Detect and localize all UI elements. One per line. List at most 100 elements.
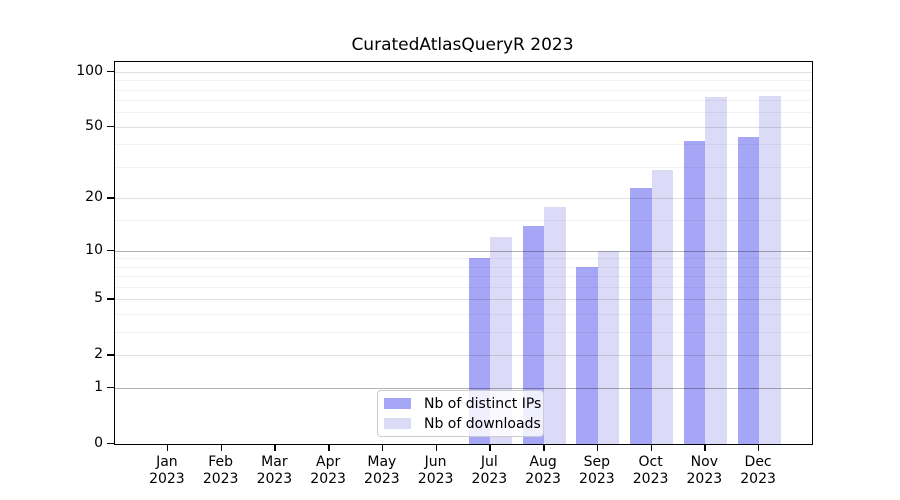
y-tick-mark xyxy=(107,387,114,389)
bar-downloads xyxy=(597,250,620,444)
legend-item-downloads: Nb of downloads xyxy=(384,415,541,432)
x-tick-mark xyxy=(650,444,652,451)
x-tick-year: 2023 xyxy=(256,470,293,487)
y-tick-label: 10 xyxy=(85,241,103,258)
bar-downloads xyxy=(705,96,727,444)
x-tick-mark xyxy=(328,444,330,451)
x-tick-year: 2023 xyxy=(417,470,454,487)
y-tick-mark xyxy=(107,249,114,251)
legend: Nb of distinct IPs Nb of downloads xyxy=(377,390,544,437)
y-tick-label: 5 xyxy=(94,290,103,307)
x-tick-month: Jun xyxy=(424,454,447,470)
gridline xyxy=(115,100,812,102)
x-tick-mark xyxy=(435,444,438,451)
bar-distinct-ips xyxy=(630,187,652,444)
legend-label-downloads: Nb of downloads xyxy=(424,415,541,432)
gridline xyxy=(115,220,812,222)
bar-distinct-ips xyxy=(683,140,706,444)
gridline xyxy=(115,355,812,357)
x-tick-mark xyxy=(543,444,545,451)
x-tick-month: Jul xyxy=(480,454,498,470)
x-tick-month: Feb xyxy=(208,454,234,470)
x-tick-mark xyxy=(166,444,169,451)
y-tick-mark xyxy=(107,354,114,356)
plot-area xyxy=(114,61,813,445)
y-tick-label: 0 xyxy=(94,435,103,451)
y-tick-mark xyxy=(107,125,114,128)
plot-canvas xyxy=(115,62,812,444)
gridline xyxy=(115,198,812,200)
x-tick-label: Jan 2023 xyxy=(149,454,185,487)
x-tick-label: May 2023 xyxy=(364,454,400,487)
gridline xyxy=(115,258,812,260)
chart-title: CuratedAtlasQueryR 2023 xyxy=(351,35,574,55)
x-tick-month: Nov xyxy=(690,454,719,470)
bar-distinct-ips xyxy=(737,136,760,444)
y-tick-label: 50 xyxy=(85,117,103,134)
y-tick-label: 20 xyxy=(85,189,103,206)
legend-swatch-distinct-ips xyxy=(384,398,411,409)
gridline xyxy=(115,388,812,390)
gridline xyxy=(115,287,812,289)
y-tick-label: 2 xyxy=(94,346,103,363)
gridline xyxy=(115,112,812,114)
x-tick-label: Aug 2023 xyxy=(525,454,561,487)
x-tick-year: 2023 xyxy=(740,470,776,487)
x-tick-label: Dec 2023 xyxy=(740,454,776,487)
x-tick-year: 2023 xyxy=(525,470,561,487)
bar-distinct-ips xyxy=(522,225,545,444)
y-tick-label: 1 xyxy=(94,379,103,396)
x-tick-mark xyxy=(758,444,760,451)
x-tick-year: 2023 xyxy=(364,470,400,487)
gridline xyxy=(115,332,812,334)
x-tick-month: Oct xyxy=(638,454,663,470)
x-tick-mark xyxy=(704,444,706,451)
x-tick-label: Sep 2023 xyxy=(579,454,615,487)
x-tick-year: 2023 xyxy=(149,470,185,487)
gridline xyxy=(115,144,812,146)
x-tick-label: Mar 2023 xyxy=(257,454,293,487)
gridline xyxy=(115,89,812,91)
x-tick-month: Dec xyxy=(744,454,772,470)
gridline xyxy=(115,167,812,169)
x-tick-year: 2023 xyxy=(686,470,723,487)
x-tick-month: Mar xyxy=(261,454,288,470)
y-tick-label: 100 xyxy=(76,62,103,79)
legend-item-distinct-ips: Nb of distinct IPs xyxy=(384,395,541,412)
y-tick-mark xyxy=(107,70,114,73)
x-tick-mark xyxy=(381,444,384,451)
gridline xyxy=(115,276,812,278)
x-tick-mark xyxy=(220,444,223,451)
x-tick-label: Oct 2023 xyxy=(633,454,669,487)
x-tick-month: Sep xyxy=(583,454,611,470)
x-tick-mark xyxy=(596,444,599,451)
x-tick-year: 2023 xyxy=(310,470,346,487)
x-tick-year: 2023 xyxy=(579,470,615,487)
x-tick-month: Aug xyxy=(529,454,557,470)
x-tick-year: 2023 xyxy=(202,470,239,487)
legend-swatch-downloads xyxy=(384,418,411,429)
bar-downloads xyxy=(759,95,781,444)
x-tick-label: Apr 2023 xyxy=(310,454,346,487)
y-tick-mark xyxy=(107,443,114,445)
x-tick-mark xyxy=(274,444,276,451)
gridline xyxy=(115,266,812,268)
x-tick-month: Jan xyxy=(156,454,178,470)
gridline xyxy=(115,299,812,301)
gridline xyxy=(115,80,812,82)
x-tick-label: Nov 2023 xyxy=(687,454,723,487)
gridline xyxy=(115,314,812,316)
x-tick-year: 2023 xyxy=(632,470,669,487)
y-tick-mark xyxy=(107,197,114,199)
y-tick-mark xyxy=(107,298,114,300)
x-tick-label: Feb 2023 xyxy=(203,454,239,487)
gridline xyxy=(115,71,812,73)
bar-downloads xyxy=(651,169,674,444)
x-tick-month: May xyxy=(367,454,397,470)
x-tick-label: Jul 2023 xyxy=(472,454,508,487)
x-tick-year: 2023 xyxy=(471,470,508,487)
x-tick-mark xyxy=(489,444,491,451)
bar-downloads xyxy=(544,206,566,444)
x-tick-label: Jun 2023 xyxy=(418,454,454,487)
